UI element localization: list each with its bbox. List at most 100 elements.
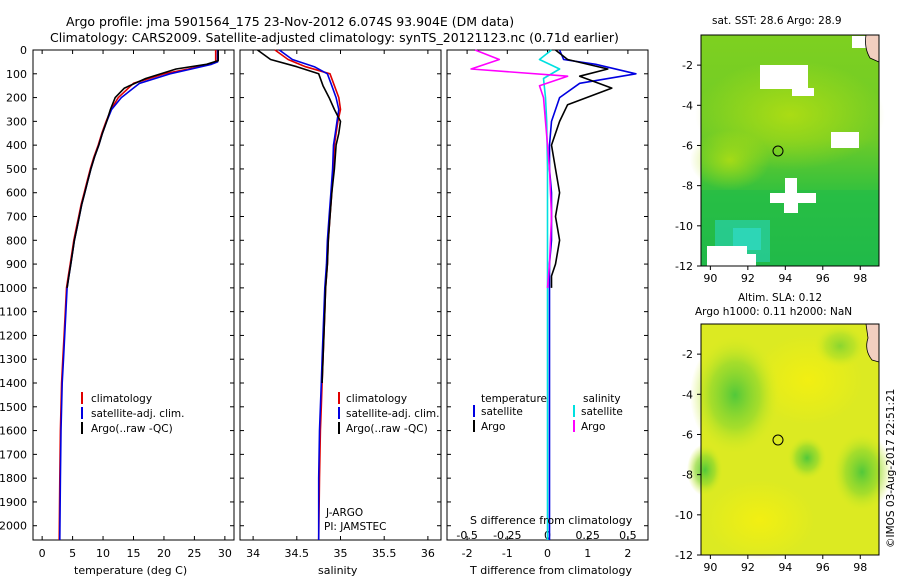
x-tick-label: 15	[127, 547, 141, 560]
sst-cloud-mask	[831, 132, 859, 148]
title-line-2: Climatology: CARS2009. Satellite-adjuste…	[50, 30, 619, 45]
x-tick-label: 0	[39, 547, 46, 560]
salinity-panel: 34 34.5 35 35.5 36 salinity climatology sate…	[239, 49, 442, 577]
x-tick-label: 34	[246, 547, 260, 560]
map-x-tick-label: 92	[741, 561, 755, 574]
legend-salinity-head: salinity	[583, 393, 621, 405]
depth-tick-label: 100	[6, 68, 27, 81]
depth-tick-label: 900	[6, 258, 27, 271]
map-y-tick-label: -10	[675, 509, 693, 522]
map-x-tick-label: 90	[703, 561, 717, 574]
depth-tick-label: 1800	[0, 472, 27, 485]
coastline-land	[865, 323, 880, 363]
x-tick-label: 34.5	[285, 547, 310, 560]
depth-tick-label: 400	[6, 139, 27, 152]
salinity-legend: climatology satellite-adj. clim. Argo(..…	[338, 392, 439, 435]
series-line-temperature-satellite	[548, 49, 637, 540]
argo-location-marker	[772, 145, 784, 157]
legend-climatology: climatology	[346, 393, 407, 405]
map-x-tick-label: 94	[778, 561, 792, 574]
sla-low-patch	[814, 324, 866, 368]
series-line-climatology	[274, 49, 342, 541]
x-tick-label: 1	[584, 547, 591, 560]
sla-map: Altim. SLA: 0.12 Argo h1000: 0.11 h2000:…	[675, 292, 892, 574]
temperature-xticks: 0 5 10 15 20 25 30	[39, 50, 232, 560]
legend-temperature-head: temperature	[481, 393, 547, 405]
temperature-legend: climatology satellite-adj. clim. Argo(..…	[81, 392, 184, 435]
depth-tick-label: 1100	[0, 306, 27, 319]
x-tick-label: 36	[421, 547, 435, 560]
depth-tick-label: 700	[6, 211, 27, 224]
temperature-lines	[58, 50, 219, 541]
series-line-satellite-adj-clim	[59, 50, 219, 541]
depth-tick-label: 1300	[0, 353, 27, 366]
salinity-note-program: J-ARGO	[325, 507, 363, 519]
difference-lines	[470, 49, 637, 540]
sla-map-ticks: 90 92 94 96 98 -2 -4 -6 -8 -10 -12	[675, 348, 867, 574]
legend-s-argo: Argo	[581, 421, 605, 433]
map-x-tick-label: 96	[816, 272, 830, 285]
legend-t-satellite: satellite	[481, 406, 523, 418]
sst-warm-patch	[690, 130, 770, 190]
map-y-tick-label: -10	[675, 220, 693, 233]
sst-cloud-mask	[784, 203, 798, 213]
series-line-climatology	[58, 50, 217, 541]
salinity-xlabel: salinity	[318, 564, 358, 577]
salinity-note-pi: PI: JAMSTEC	[324, 521, 387, 533]
map-x-tick-label: 92	[741, 272, 755, 285]
temperature-xlabel: temperature (deg C)	[74, 564, 187, 577]
sla-map-subtitle: Argo h1000: 0.11 h2000: NaN	[695, 306, 852, 318]
sst-cool-patch	[733, 228, 761, 250]
depth-tick-label: 200	[6, 92, 27, 105]
depth-tick-label: 1600	[0, 425, 27, 438]
map-y-tick-label: -4	[682, 388, 693, 401]
legend-argo: Argo(..raw -QC)	[91, 423, 173, 435]
sst-cloud-mask	[792, 88, 814, 96]
sst-cloud-mask	[760, 65, 808, 89]
legend-climatology: climatology	[91, 393, 152, 405]
coastline-land	[865, 34, 880, 63]
sla-low-patch	[787, 436, 827, 480]
difference-legend: temperature salinity satellite Argo sate…	[473, 393, 623, 433]
legend-satellite: satellite-adj. clim.	[91, 408, 184, 420]
map-x-tick-label: 96	[816, 561, 830, 574]
depth-axis: 0 100 200 300 400 500 600 700 800 900 1000 1100 1200…	[0, 44, 648, 533]
map-x-tick-label: 90	[703, 272, 717, 285]
map-y-tick-label: -4	[682, 99, 693, 112]
map-x-tick-label: 94	[778, 272, 792, 285]
sla-low-patch	[832, 432, 892, 512]
sla-low-patch	[687, 444, 723, 496]
depth-tick-label: 1200	[0, 329, 27, 342]
series-line-argo-raw-qc	[66, 50, 219, 289]
imos-credit: ©IMOS 03-Aug-2017 22:51:21	[885, 389, 897, 548]
s-tick-label: -0.25	[493, 529, 521, 542]
salinity-lines	[257, 49, 342, 541]
x-tick-label: 35	[334, 547, 348, 560]
temperature-frame	[32, 49, 235, 541]
s-tick-label: 0.25	[575, 529, 600, 542]
sst-cloud-mask	[744, 254, 756, 266]
sla-low-patch	[690, 335, 780, 455]
x-tick-label: 5	[69, 547, 76, 560]
argo-location-marker	[772, 434, 784, 446]
sst-map-title: sat. SST: 28.6 Argo: 28.9	[712, 15, 842, 27]
sst-cloud-mask	[707, 246, 747, 266]
depth-tick-label: 500	[6, 163, 27, 176]
legend-s-satellite: satellite	[581, 406, 623, 418]
depth-tick-label: 800	[6, 234, 27, 247]
depth-tick-label: 600	[6, 187, 27, 200]
legend-t-argo: Argo	[481, 421, 505, 433]
x-tick-label: 35.5	[372, 547, 397, 560]
depth-tick-label: 300	[6, 115, 27, 128]
sst-map-ticks: 90 92 94 96 98 -2 -4 -6 -8 -10 -12	[675, 59, 867, 285]
series-line-salinity-argo	[470, 49, 569, 288]
temperature-panel: 0 5 10 15 20 25 30 temperature (deg C) climato…	[32, 49, 235, 577]
sst-map: sat. SST: 28.6 Argo: 28.9 90 92 94 96 98 -2 -4…	[675, 15, 885, 285]
map-y-tick-label: -12	[675, 260, 693, 273]
map-y-tick-label: -2	[682, 348, 693, 361]
sst-cloud-mask	[785, 178, 797, 194]
depth-tick-label: 1700	[0, 448, 27, 461]
x-tick-label: -1	[502, 547, 513, 560]
map-y-tick-label: -8	[682, 469, 693, 482]
legend-satellite: satellite-adj. clim.	[346, 408, 439, 420]
